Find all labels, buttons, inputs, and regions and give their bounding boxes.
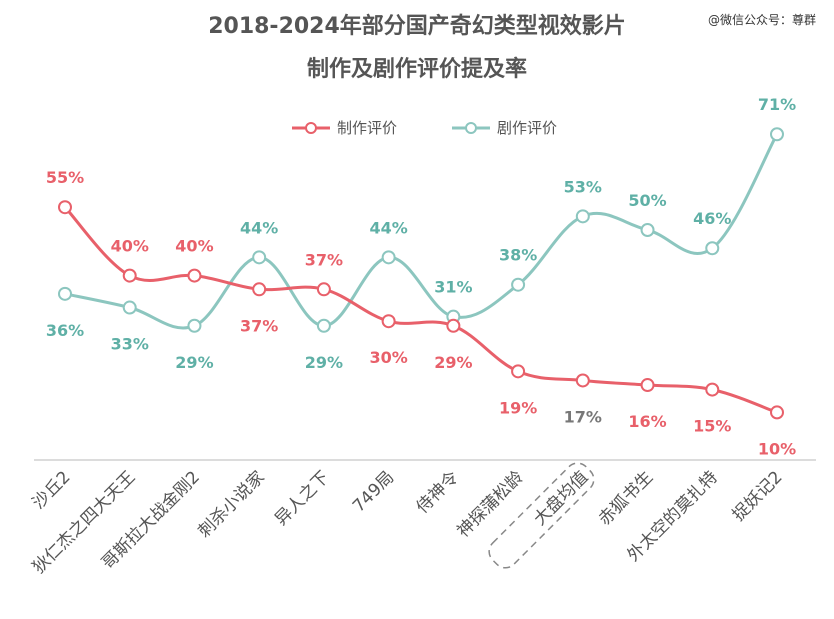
category-label-11: 捉妖记2 (729, 467, 787, 525)
point-s0-10 (705, 382, 720, 397)
data-label-s0-2: 40% (175, 237, 213, 256)
point-s1-7 (511, 277, 526, 292)
category-label-5: 749局 (349, 467, 398, 516)
point-s0-8 (575, 373, 590, 388)
data-label-s1-4: 29% (305, 353, 343, 372)
data-label-s0-11: 10% (758, 439, 796, 458)
point-s0-9 (640, 378, 655, 393)
point-s1-11 (770, 127, 784, 142)
point-s0-7 (511, 364, 526, 379)
legend-label-0: 制作评价 (337, 119, 397, 137)
category-label-4: 异人之下 (271, 467, 333, 529)
point-s1-0 (58, 286, 72, 301)
data-label-s0-4: 37% (305, 250, 343, 269)
chart-title-line1: 2018-2024年部分国产奇幻类型视效影片 (208, 13, 626, 39)
category-label-7: 神探蒲松龄 (453, 467, 527, 541)
series-line-0 (63, 206, 778, 414)
data-label-s0-10: 15% (693, 417, 731, 436)
point-s1-5 (381, 250, 396, 265)
data-label-s0-7: 19% (499, 398, 537, 417)
data-label-s0-6: 29% (434, 353, 472, 372)
point-s0-2 (187, 268, 202, 283)
legend-marker-0 (305, 122, 317, 134)
data-label-s0-8: 17% (564, 407, 602, 426)
category-label-9: 赤狐书生 (595, 467, 657, 529)
data-label-s1-10: 46% (693, 209, 731, 228)
category-label-6: 侍神令 (413, 467, 463, 517)
data-label-s1-11: 71% (758, 95, 796, 114)
chart-title-line2: 制作及剧作评价提及率 (307, 56, 527, 82)
data-label-s0-5: 30% (369, 348, 407, 367)
data-label-s0-3: 37% (240, 316, 278, 335)
data-label-s0-0: 55% (46, 168, 84, 187)
data-label-s1-7: 38% (499, 246, 537, 265)
data-label-s0-1: 40% (111, 237, 149, 256)
point-s0-1 (122, 268, 137, 283)
point-s0-11 (770, 405, 784, 420)
label-layer: 55% 36% 40% 33% 40% 29% 37% 44% 37% 29% 30% 44% 29% 3… (46, 95, 796, 458)
category-label-0: 沙丘2 (29, 467, 75, 513)
data-label-s1-8: 53% (564, 177, 602, 196)
point-s1-3 (252, 250, 267, 265)
point-s0-5 (381, 314, 396, 329)
point-s1-4 (316, 318, 331, 333)
point-s1-9 (640, 223, 655, 237)
point-s0-0 (58, 200, 72, 215)
data-label-s1-9: 50% (628, 191, 666, 210)
data-label-s1-3: 44% (240, 218, 278, 237)
series-line-1 (64, 133, 779, 330)
point-s1-8 (575, 209, 590, 224)
data-label-s1-5: 44% (369, 218, 407, 237)
category-label-8: 大盘均值 (530, 467, 592, 529)
data-label-s1-1: 33% (111, 335, 149, 354)
point-s1-1 (122, 300, 137, 315)
data-label-s1-6: 31% (434, 278, 472, 297)
data-label-s0-9: 16% (628, 412, 666, 431)
legend-marker-1 (465, 122, 477, 134)
data-label-s1-0: 36% (46, 321, 84, 340)
point-s0-6 (446, 318, 461, 333)
series-layer (58, 127, 784, 420)
point-s1-2 (187, 318, 202, 333)
watermark: @微信公众号：尊群 (708, 12, 816, 27)
point-s0-4 (316, 282, 331, 297)
point-s0-3 (252, 282, 267, 297)
legend: 制作评价 剧作评价 (292, 119, 557, 137)
category-label-3: 刺杀小说家 (194, 467, 268, 541)
highlight-box (488, 462, 595, 569)
data-label-s1-2: 29% (175, 353, 213, 372)
point-s1-10 (705, 241, 720, 256)
legend-label-1: 剧作评价 (497, 119, 557, 137)
